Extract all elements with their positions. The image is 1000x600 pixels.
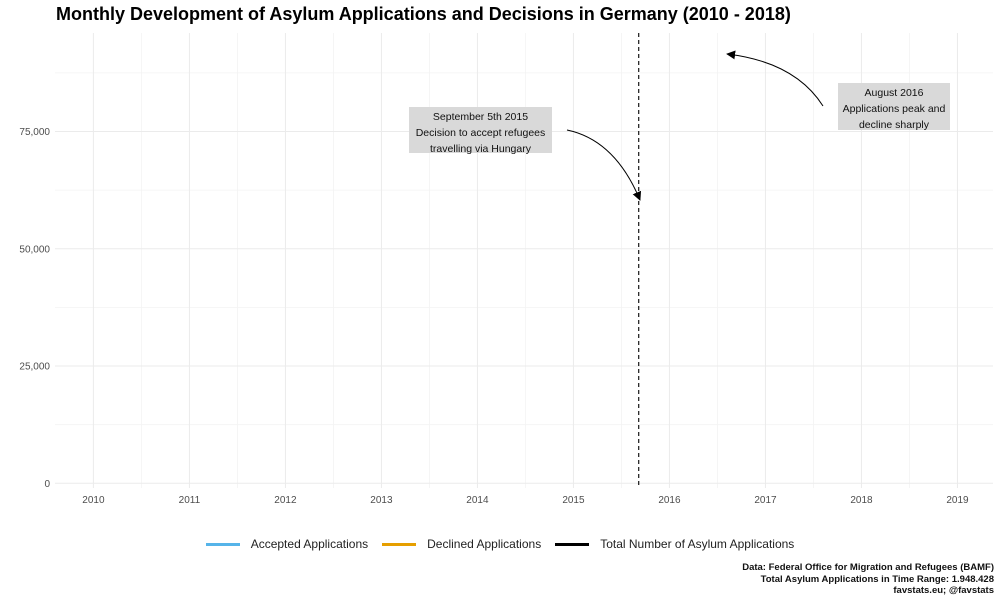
x-tick-label: 2010 (82, 495, 105, 506)
legend-swatch (382, 542, 417, 546)
legend-swatch (555, 542, 590, 546)
annotation-line: September 5th 2015 (433, 111, 528, 123)
y-axis: 0 25,000 50,000 75,000 (19, 127, 50, 490)
y-tick-label: 25,000 (19, 362, 50, 373)
annotation-box (838, 83, 950, 130)
legend-label: Declined Applications (427, 537, 542, 551)
x-tick-label: 2019 (946, 495, 969, 506)
legend-item-accepted: Accepted Applications (205, 537, 369, 551)
annotation-arrow (726, 50, 824, 107)
caption-total: Total Asylum Applications in Time Range:… (760, 573, 994, 585)
legend-item-total: Total Number of Asylum Applications (555, 537, 794, 551)
x-tick-label: 2015 (562, 495, 585, 506)
annotation-sept-2015: September 5th 2015 Decision to accept re… (409, 107, 642, 201)
legend: Accepted Applications Declined Applicati… (0, 537, 1000, 551)
legend-item-declined: Declined Applications (382, 537, 541, 551)
caption-source: Data: Federal Office for Migration and R… (742, 562, 994, 573)
caption-credit: favstats.eu; @favstats (893, 585, 994, 596)
legend-label: Total Number of Asylum Applications (600, 537, 795, 551)
annotation-line: travelling via Hungary (430, 143, 532, 155)
annotation-aug-2016: August 2016 Applications peak and declin… (726, 50, 950, 131)
x-tick-label: 2016 (658, 495, 681, 506)
annotation-box (409, 107, 552, 153)
annotation-line: decline sharply (859, 119, 930, 131)
x-tick-label: 2012 (274, 495, 297, 506)
chart-title: Monthly Development of Asylum Applicatio… (56, 4, 791, 24)
annotation-arrow (566, 129, 642, 201)
x-axis: 2010 2011 2012 2013 2014 2015 2016 2017 2018 2019 (82, 495, 969, 506)
annotation-line: Applications peak and (843, 103, 946, 115)
y-tick-label: 50,000 (19, 244, 50, 255)
x-tick-label: 2013 (370, 495, 393, 506)
x-tick-label: 2018 (850, 495, 873, 506)
legend-label: Accepted Applications (250, 537, 369, 551)
y-tick-label: 0 (44, 479, 50, 490)
annotation-line: Decision to accept refugees (416, 127, 546, 139)
x-tick-label: 2017 (754, 495, 777, 506)
x-tick-label: 2014 (466, 495, 489, 506)
legend-swatch (205, 542, 240, 546)
annotation-line: August 2016 (865, 87, 924, 99)
x-tick-label: 2011 (179, 495, 201, 506)
caption: Data: Federal Office for Migration and R… (742, 562, 994, 597)
y-tick-label: 75,000 (19, 127, 50, 138)
